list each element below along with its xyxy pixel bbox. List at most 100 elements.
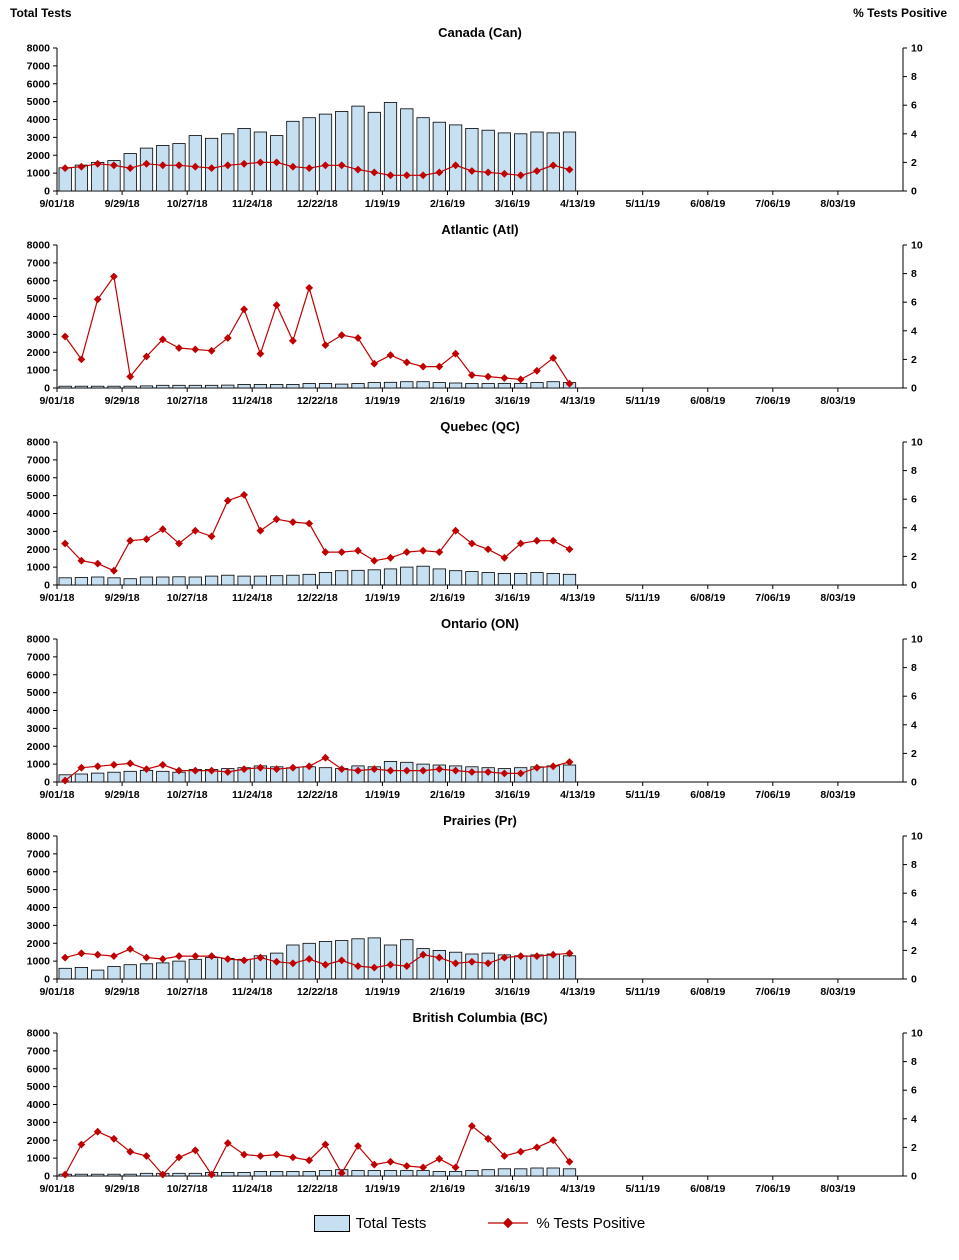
total-tests-bars bbox=[58, 381, 577, 389]
x-axis-tick-label: 12/22/18 bbox=[297, 395, 338, 407]
left-axis-tick-label: 1000 bbox=[27, 956, 51, 968]
x-axis-tick-label: 2/16/19 bbox=[430, 198, 465, 210]
x-axis-tick-label: 9/01/18 bbox=[39, 592, 74, 604]
chart-title: Prairies (Pr) bbox=[443, 813, 517, 828]
right-axis-tick-label: 4 bbox=[911, 916, 917, 928]
right-axis-tick-label: 6 bbox=[911, 100, 917, 112]
x-axis-tick-label: 9/29/18 bbox=[105, 986, 140, 998]
left-axis-tick-label: 7000 bbox=[27, 454, 51, 466]
right-axis-tick-label: 8 bbox=[911, 268, 917, 280]
x-axis-tick-label: 7/06/19 bbox=[755, 395, 790, 407]
right-axis-tick-label: 0 bbox=[911, 974, 917, 986]
chart-panel: Prairies (Pr) 0 1000 2000 3000 4000 5000 6000 70… bbox=[0, 812, 959, 1009]
x-axis-tick-label: 1/19/19 bbox=[365, 395, 400, 407]
x-axis-tick-label: 12/22/18 bbox=[297, 592, 338, 604]
right-axis-title: % Tests Positive bbox=[853, 6, 947, 20]
x-axis-tick-label: 5/11/19 bbox=[625, 986, 660, 998]
x-axis-tick-label: 9/29/18 bbox=[105, 395, 140, 407]
left-axis-tick-label: 1000 bbox=[27, 1153, 51, 1165]
x-axis-tick-label: 10/27/18 bbox=[167, 592, 208, 604]
left-axis-tick-label: 3000 bbox=[27, 1117, 51, 1129]
x-axis-tick-label: 4/13/19 bbox=[560, 986, 595, 998]
x-axis-tick-label: 9/29/18 bbox=[105, 198, 140, 210]
x-axis-tick-label: 2/16/19 bbox=[430, 592, 465, 604]
x-axis-tick-label: 4/13/19 bbox=[560, 395, 595, 407]
right-axis-tick-label: 10 bbox=[911, 1028, 923, 1040]
x-axis-tick-label: 5/11/19 bbox=[625, 789, 660, 801]
left-axis-tick-label: 0 bbox=[44, 383, 50, 395]
right-axis-tick-label: 8 bbox=[911, 71, 917, 83]
left-axis-tick-label: 6000 bbox=[27, 866, 51, 878]
chart-svg: Atlantic (Atl) 0 1000 2000 3000 4000 5000 6000 7… bbox=[27, 222, 923, 407]
right-axis-tick-label: 4 bbox=[911, 325, 917, 337]
x-axis-tick-label: 8/03/19 bbox=[820, 789, 855, 801]
left-axis-tick-label: 8000 bbox=[27, 831, 51, 843]
pct-positive-line bbox=[61, 272, 574, 388]
right-axis-tick-label: 8 bbox=[911, 859, 917, 871]
left-axis-tick-label: 3000 bbox=[27, 132, 51, 144]
x-axis-tick-label: 10/27/18 bbox=[167, 1183, 208, 1195]
x-axis-tick-label: 8/03/19 bbox=[820, 198, 855, 210]
left-axis-tick-label: 6000 bbox=[27, 275, 51, 287]
chart-svg: Canada (Can) 0 1000 2000 3000 4000 5000 6000 700… bbox=[27, 25, 923, 210]
x-axis-tick-label: 5/11/19 bbox=[625, 1183, 660, 1195]
left-axis-tick-label: 6000 bbox=[27, 472, 51, 484]
x-axis-tick-label: 9/29/18 bbox=[105, 592, 140, 604]
right-axis-tick-label: 10 bbox=[911, 437, 923, 449]
x-axis-tick-label: 5/11/19 bbox=[625, 592, 660, 604]
left-axis-tick-label: 4000 bbox=[27, 508, 51, 520]
left-axis-tick-label: 0 bbox=[44, 777, 50, 789]
chart-svg: Prairies (Pr) 0 1000 2000 3000 4000 5000 6000 70… bbox=[27, 813, 923, 998]
right-axis-tick-label: 10 bbox=[911, 240, 923, 252]
left-axis-tick-label: 0 bbox=[44, 580, 50, 592]
x-axis-tick-label: 2/16/19 bbox=[430, 789, 465, 801]
x-axis-tick-label: 6/08/19 bbox=[690, 789, 725, 801]
x-axis-tick-label: 9/01/18 bbox=[39, 395, 74, 407]
x-axis-tick-label: 9/29/18 bbox=[105, 1183, 140, 1195]
x-axis-tick-label: 7/06/19 bbox=[755, 592, 790, 604]
chart-svg: Quebec (QC) 0 1000 2000 3000 4000 5000 6000 7000… bbox=[27, 419, 923, 604]
left-axis-tick-label: 4000 bbox=[27, 1099, 51, 1111]
x-axis-tick-label: 9/01/18 bbox=[39, 789, 74, 801]
x-axis-tick-label: 8/03/19 bbox=[820, 395, 855, 407]
x-axis-tick-label: 4/13/19 bbox=[560, 592, 595, 604]
right-axis-tick-label: 6 bbox=[911, 297, 917, 309]
right-axis-tick-label: 8 bbox=[911, 1056, 917, 1068]
x-axis-tick-label: 7/06/19 bbox=[755, 198, 790, 210]
x-axis-tick-label: 10/27/18 bbox=[167, 395, 208, 407]
x-axis-tick-label: 9/01/18 bbox=[39, 1183, 74, 1195]
x-axis-tick-label: 1/19/19 bbox=[365, 198, 400, 210]
x-axis-tick-label: 9/01/18 bbox=[39, 986, 74, 998]
left-axis-tick-label: 6000 bbox=[27, 78, 51, 90]
x-axis-tick-label: 3/16/19 bbox=[495, 198, 530, 210]
chart-panel: Canada (Can) 0 1000 2000 3000 4000 5000 6000 700… bbox=[0, 24, 959, 221]
left-axis-tick-label: 1000 bbox=[27, 365, 51, 377]
x-axis-tick-label: 7/06/19 bbox=[755, 1183, 790, 1195]
right-axis-tick-label: 0 bbox=[911, 383, 917, 395]
left-axis-title: Total Tests bbox=[10, 6, 72, 20]
chart-panel: Quebec (QC) 0 1000 2000 3000 4000 5000 6000 7000… bbox=[0, 418, 959, 615]
pct-positive-line bbox=[61, 1122, 574, 1179]
legend-line-swatch-icon bbox=[488, 1217, 529, 1229]
x-axis-tick-label: 1/19/19 bbox=[365, 986, 400, 998]
right-axis-tick-label: 4 bbox=[911, 1113, 917, 1125]
left-axis-tick-label: 3000 bbox=[27, 920, 51, 932]
x-axis-tick-label: 3/16/19 bbox=[495, 986, 530, 998]
x-axis-tick-label: 1/19/19 bbox=[365, 789, 400, 801]
left-axis-tick-label: 2000 bbox=[27, 544, 51, 556]
left-axis-tick-label: 0 bbox=[44, 186, 50, 198]
pct-positive-line bbox=[61, 490, 574, 575]
chart-panel: Ontario (ON) 0 1000 2000 3000 4000 5000 6000 700… bbox=[0, 615, 959, 812]
chart-title: Ontario (ON) bbox=[441, 616, 519, 631]
right-axis-tick-label: 8 bbox=[911, 465, 917, 477]
x-axis-tick-label: 11/24/18 bbox=[232, 395, 272, 407]
left-axis-tick-label: 3000 bbox=[27, 723, 51, 735]
x-axis-tick-label: 3/16/19 bbox=[495, 395, 530, 407]
left-axis-tick-label: 7000 bbox=[27, 60, 51, 72]
x-axis-tick-label: 12/22/18 bbox=[297, 1183, 338, 1195]
legend-total-tests-label: Total Tests bbox=[355, 1214, 427, 1232]
left-axis-tick-label: 2000 bbox=[27, 347, 51, 359]
legend-item-total-tests: Total Tests bbox=[313, 1214, 427, 1232]
left-axis-tick-label: 7000 bbox=[27, 651, 51, 663]
